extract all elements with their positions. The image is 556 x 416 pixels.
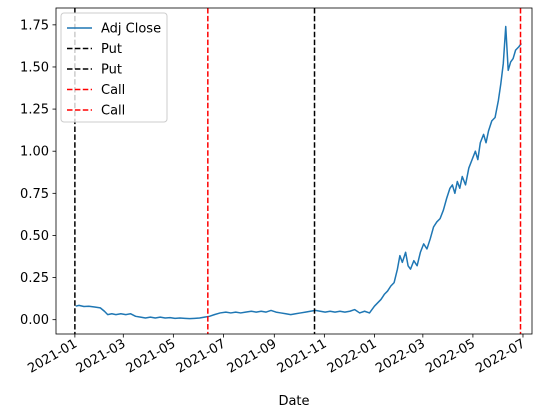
legend-box: [60, 12, 168, 123]
y-tick-label: 0.50: [20, 229, 49, 244]
x-tick-label: 2022-07: [473, 336, 528, 376]
y-tick-label: 0.75: [20, 187, 49, 202]
y-tick-label: 0.00: [20, 313, 49, 328]
legend-label: Call: [101, 104, 125, 119]
x-tick-label: 2021-03: [74, 336, 129, 376]
x-tick-label: 2022-05: [423, 336, 478, 376]
x-tick-label: 2022-03: [373, 336, 428, 376]
plot-area: [74, 8, 522, 334]
x-tick-label: 2021-01: [25, 336, 80, 376]
x-tick-label: 2022-01: [325, 336, 380, 376]
x-tick-label: 2021-11: [275, 336, 330, 376]
series-line-adj-close: [75, 25, 522, 320]
legend: Adj Close Put Put Call Call: [60, 12, 168, 123]
legend-label: Call: [101, 83, 125, 98]
x-tick-label: 2021-07: [174, 336, 229, 376]
axes-frame: [55, 7, 533, 335]
x-axis-title: Date: [278, 394, 309, 409]
y-tick-label: 1.50: [20, 60, 49, 75]
x-tick-label: 2021-05: [124, 336, 179, 376]
x-tick-label: 2021-09: [225, 336, 280, 376]
y-tick-label: 0.25: [20, 271, 49, 286]
legend-label: Adj Close: [101, 22, 161, 37]
y-tick-label: 1.75: [20, 18, 49, 33]
legend-label: Put: [101, 63, 122, 78]
legend-label: Put: [101, 42, 122, 57]
y-tick-label: 1.25: [20, 103, 49, 118]
y-tick-label: 1.00: [20, 145, 49, 160]
